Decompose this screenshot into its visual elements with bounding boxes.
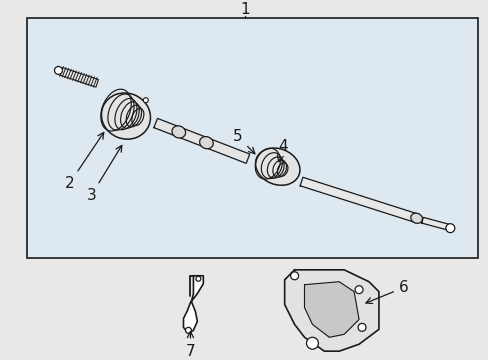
Polygon shape [300,177,417,222]
Ellipse shape [357,323,366,331]
Text: 4: 4 [277,139,287,162]
Ellipse shape [290,272,298,280]
Ellipse shape [101,93,150,139]
Polygon shape [60,68,98,87]
Ellipse shape [306,337,318,349]
Ellipse shape [55,67,62,75]
Ellipse shape [410,213,422,223]
Ellipse shape [255,148,299,185]
Ellipse shape [143,98,148,103]
Ellipse shape [185,327,191,333]
Ellipse shape [172,126,185,138]
Text: 1: 1 [240,3,249,17]
Text: 5: 5 [233,129,254,154]
Ellipse shape [445,224,454,233]
Polygon shape [183,276,203,333]
Text: 3: 3 [86,145,122,203]
Polygon shape [284,270,378,351]
Bar [27,18,477,258]
Text: 2: 2 [64,132,103,191]
Polygon shape [154,118,249,163]
Ellipse shape [196,276,201,281]
Ellipse shape [354,286,362,294]
Text: 7: 7 [185,332,195,359]
Ellipse shape [199,136,213,149]
Polygon shape [304,282,358,337]
Text: 6: 6 [365,280,408,303]
Polygon shape [421,217,448,230]
